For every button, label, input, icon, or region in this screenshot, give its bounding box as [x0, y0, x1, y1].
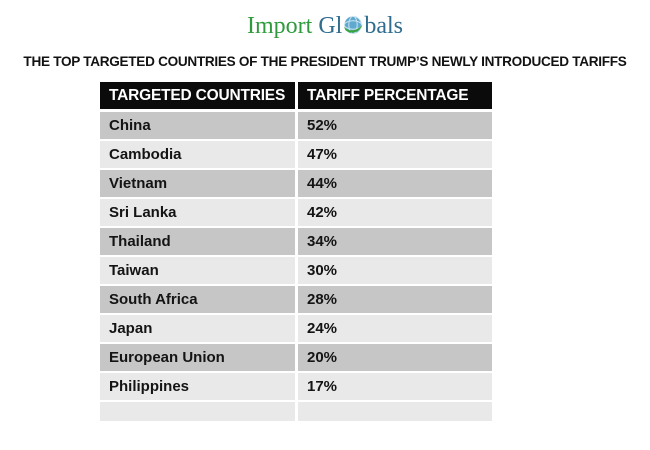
country-cell: Thailand: [100, 228, 295, 255]
table-row: Vietnam 44%: [100, 170, 492, 197]
tariff-table: TARGETED COUNTRIES TARIFF PERCENTAGE Chi…: [100, 82, 492, 421]
country-cell: Taiwan: [100, 257, 295, 284]
logo-text-gl: Gl: [318, 13, 343, 39]
tariff-cell: 52%: [298, 112, 492, 139]
table-body: China 52% Cambodia 47% Vietnam 44% Sri Lanka 42…: [100, 112, 492, 400]
country-cell: Cambodia: [100, 141, 295, 168]
table-row: Taiwan 30%: [100, 257, 492, 284]
tariff-cell: 34%: [298, 228, 492, 255]
country-cell: European Union: [100, 344, 295, 371]
tariff-cell: 24%: [298, 315, 492, 342]
country-cell: South Africa: [100, 286, 295, 313]
table-row: Sri Lanka 42%: [100, 199, 492, 226]
table-row: Thailand 34%: [100, 228, 492, 255]
country-cell: Sri Lanka: [100, 199, 295, 226]
table-row: South Africa 28%: [100, 286, 492, 313]
table-row: Japan 24%: [100, 315, 492, 342]
table-row: European Union 20%: [100, 344, 492, 371]
empty-country-cell: [100, 402, 295, 421]
column-header-countries: TARGETED COUNTRIES: [100, 82, 295, 109]
tariff-cell: 44%: [298, 170, 492, 197]
logo-text-import: Import: [247, 13, 313, 39]
tariff-cell: 17%: [298, 373, 492, 400]
country-cell: China: [100, 112, 295, 139]
globe-icon: [343, 14, 363, 42]
column-header-tariff: TARIFF PERCENTAGE: [298, 82, 492, 109]
country-cell: Philippines: [100, 373, 295, 400]
page-title: THE TOP TARGETED COUNTRIES OF THE PRESID…: [23, 53, 627, 69]
logo-text-bals: bals: [364, 13, 403, 39]
tariff-cell: 20%: [298, 344, 492, 371]
tariff-cell: 47%: [298, 141, 492, 168]
table-header-row: TARGETED COUNTRIES TARIFF PERCENTAGE: [100, 82, 492, 109]
table-row: China 52%: [100, 112, 492, 139]
table-row: Cambodia 47%: [100, 141, 492, 168]
table-row: Philippines 17%: [100, 373, 492, 400]
empty-tariff-cell: [298, 402, 492, 421]
country-cell: Japan: [100, 315, 295, 342]
tariff-cell: 42%: [298, 199, 492, 226]
country-cell: Vietnam: [100, 170, 295, 197]
tariff-cell: 30%: [298, 257, 492, 284]
tariff-cell: 28%: [298, 286, 492, 313]
table-empty-row: [100, 402, 492, 421]
logo: Import Gl bals: [0, 0, 650, 42]
